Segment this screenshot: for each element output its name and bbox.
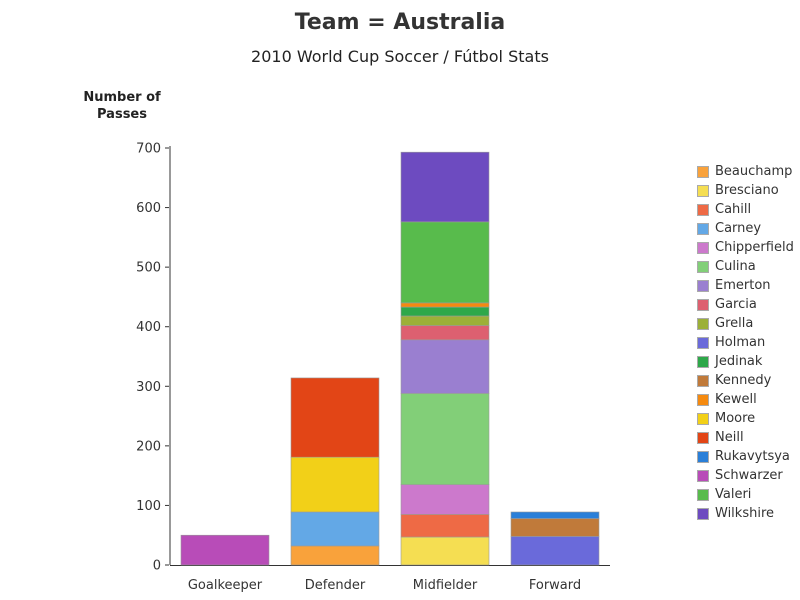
bar-segment-culina-midfielder (400, 393, 490, 485)
legend-swatch (697, 450, 709, 463)
legend-swatch (697, 260, 709, 273)
x-tick-label-defender: Defender (305, 578, 366, 593)
bar-segment-beauchamp-defender (290, 545, 380, 566)
legend-item-garcia: Garcia (697, 295, 794, 314)
chart-title: Team = Australia (294, 10, 506, 35)
legend-swatch (697, 469, 709, 482)
legend-label: Moore (715, 411, 756, 426)
legend-swatch (697, 241, 709, 254)
legend-label: Neill (715, 430, 744, 445)
legend-item-neill: Neill (697, 428, 794, 447)
legend-item-chipperfield: Chipperfield (697, 238, 794, 257)
legend-label: Kewell (715, 392, 757, 407)
bar-segment-valeri-midfielder (400, 221, 490, 304)
legend-item-jedinak: Jedinak (697, 352, 794, 371)
bar-segment-wilkshire-midfielder (400, 151, 490, 223)
legend-item-moore: Moore (697, 409, 794, 428)
legend: Beauchamp Bresciano Cahill Carney Chipperfie… (697, 162, 794, 523)
bar-segment-moore-defender (290, 456, 380, 513)
legend-label: Cahill (715, 202, 752, 217)
x-tick-label-midfielder: Midfielder (413, 578, 478, 593)
legend-swatch (697, 431, 709, 444)
legend-item-wilkshire: Wilkshire (697, 504, 794, 523)
legend-item-grella: Grella (697, 314, 794, 333)
bar-segment-holman-forward (510, 536, 600, 566)
legend-swatch (697, 488, 709, 501)
bar-segment-neill-defender (290, 377, 380, 458)
bar-segment-jedinak-midfielder (400, 306, 490, 317)
x-tick-label-goalkeeper: Goalkeeper (188, 578, 263, 593)
legend-label: Wilkshire (715, 506, 775, 521)
legend-swatch (697, 355, 709, 368)
legend-swatch (697, 184, 709, 197)
bar-segment-cahill-midfielder (400, 514, 490, 538)
y-tick-label: 700 (136, 142, 161, 157)
legend-item-holman: Holman (697, 333, 794, 352)
legend-item-carney: Carney (697, 219, 794, 238)
bar-segment-kennedy-forward (510, 518, 600, 537)
y-axis-label: Number of Passes (83, 90, 161, 122)
legend-label: Rukavytsya (715, 449, 790, 464)
legend-label: Garcia (715, 297, 757, 312)
legend-item-cahill: Cahill (697, 200, 794, 219)
legend-item-culina: Culina (697, 257, 794, 276)
bar-segment-schwarzer-goalkeeper (180, 534, 270, 566)
legend-label: Carney (715, 221, 762, 236)
legend-label: Grella (715, 316, 754, 331)
chart-subtitle: 2010 World Cup Soccer / Fútbol Stats (251, 47, 549, 66)
legend-swatch (697, 317, 709, 330)
legend-item-kewell: Kewell (697, 390, 794, 409)
legend-swatch (697, 298, 709, 311)
bar-segment-kewell-midfielder (400, 302, 490, 308)
legend-swatch (697, 203, 709, 216)
y-tick-label: 500 (136, 261, 161, 276)
legend-item-emerton: Emerton (697, 276, 794, 295)
bar-segment-rukavytsya-forward (510, 511, 600, 519)
legend-label: Valeri (715, 487, 752, 502)
legend-label: Beauchamp (715, 164, 793, 179)
legend-label: Chipperfield (715, 240, 794, 255)
bar-segment-bresciano-midfielder (400, 536, 490, 566)
y-tick-label: 100 (136, 499, 161, 514)
legend-label: Jedinak (715, 354, 763, 369)
y-tick-label: 400 (136, 320, 161, 335)
legend-item-beauchamp: Beauchamp (697, 162, 794, 181)
legend-swatch (697, 374, 709, 387)
legend-item-bresciano: Bresciano (697, 181, 794, 200)
x-tick-label-forward: Forward (529, 578, 581, 593)
legend-item-valeri: Valeri (697, 485, 794, 504)
legend-label: Kennedy (715, 373, 772, 388)
y-tick-label: 300 (136, 380, 161, 395)
legend-label: Culina (715, 259, 756, 274)
legend-swatch (697, 507, 709, 520)
legend-swatch (697, 393, 709, 406)
bar-segment-grella-midfielder (400, 315, 490, 326)
legend-swatch (697, 412, 709, 425)
bar-segment-chipperfield-midfielder (400, 484, 490, 515)
legend-swatch (697, 279, 709, 292)
legend-swatch (697, 222, 709, 235)
legend-item-rukavytsya: Rukavytsya (697, 447, 794, 466)
bar-segment-garcia-midfielder (400, 325, 490, 341)
legend-swatch (697, 165, 709, 178)
bar-segment-carney-defender (290, 511, 380, 547)
y-tick-label: 200 (136, 439, 161, 454)
legend-swatch (697, 336, 709, 349)
y-tick-label: 600 (136, 201, 161, 216)
bar-segment-emerton-midfielder (400, 339, 490, 394)
legend-label: Holman (715, 335, 766, 350)
y-tick-label: 0 (153, 559, 161, 574)
legend-item-kennedy: Kennedy (697, 371, 794, 390)
legend-item-schwarzer: Schwarzer (697, 466, 794, 485)
legend-label: Emerton (715, 278, 771, 293)
legend-label: Bresciano (715, 183, 779, 198)
legend-label: Schwarzer (715, 468, 783, 483)
